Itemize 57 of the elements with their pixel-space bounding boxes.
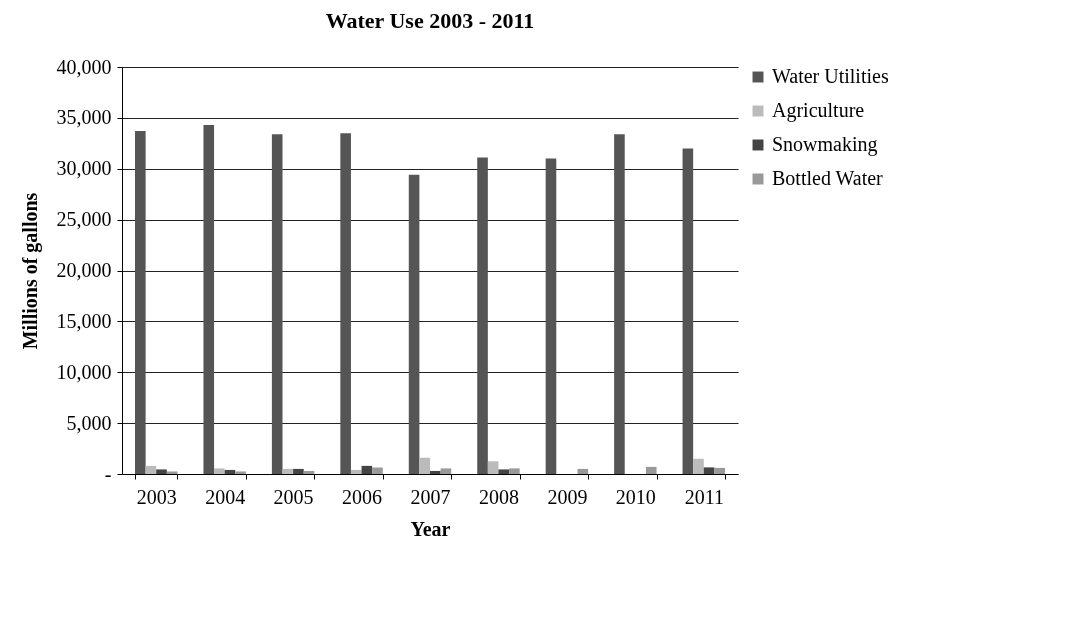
bar <box>135 131 146 474</box>
bar <box>645 466 657 474</box>
y-tick-label: 30,000 <box>56 157 112 180</box>
x-tick-label: 2011 <box>684 485 724 508</box>
bar <box>372 467 383 474</box>
bar <box>408 174 420 474</box>
legend-label: Agriculture <box>772 99 865 122</box>
bar <box>545 158 557 474</box>
bar <box>303 470 315 474</box>
bar <box>361 465 373 474</box>
x-tick-label: 2004 <box>205 485 246 508</box>
bar <box>156 469 167 474</box>
legend-label: Bottled Water <box>772 167 884 189</box>
bar <box>714 467 725 474</box>
x-tick-label: 2010 <box>615 485 656 508</box>
x-tick-label: 2003 <box>136 485 177 508</box>
y-tick-label: 15,000 <box>56 309 112 332</box>
y-tick-label: 20,000 <box>56 259 112 281</box>
x-axis-title: Year <box>410 517 451 540</box>
bar <box>703 467 715 474</box>
bar <box>166 471 178 474</box>
y-tick-label: 25,000 <box>56 208 112 231</box>
legend-label: Snowmaking <box>772 133 878 156</box>
bar <box>203 125 215 474</box>
x-tick-label: 2006 <box>342 485 383 508</box>
bar <box>440 468 452 474</box>
x-tick-label: 2009 <box>547 485 588 508</box>
bar <box>682 148 694 474</box>
bar <box>350 469 362 474</box>
bar <box>282 468 294 474</box>
bar <box>430 470 441 474</box>
bar <box>614 134 625 474</box>
bar <box>577 468 589 474</box>
bar <box>509 468 520 474</box>
bar <box>214 468 225 474</box>
legend-label: Water Utilities <box>772 65 889 87</box>
bar <box>271 134 283 474</box>
x-tick-label: 2008 <box>478 485 519 508</box>
bar <box>235 471 246 474</box>
bar <box>498 469 510 474</box>
y-tick-label: 35,000 <box>56 106 112 129</box>
y-tick-label: - <box>104 462 112 485</box>
y-tick-label: 40,000 <box>56 55 112 78</box>
bar <box>477 157 488 474</box>
y-tick-label: 10,000 <box>56 360 112 383</box>
bar <box>145 465 157 474</box>
x-tick-label: 2005 <box>273 485 314 508</box>
bar <box>224 469 236 474</box>
bar <box>293 468 304 474</box>
y-tick-label: 5,000 <box>66 411 112 434</box>
bar <box>419 457 430 474</box>
chart-title: Water Use 2003 - 2011 <box>325 8 535 33</box>
bar <box>340 133 351 474</box>
y-axis-title: Millions of gallons <box>18 192 42 350</box>
bar <box>693 458 704 474</box>
x-tick-label: 2007 <box>410 485 451 508</box>
bar <box>487 461 499 474</box>
